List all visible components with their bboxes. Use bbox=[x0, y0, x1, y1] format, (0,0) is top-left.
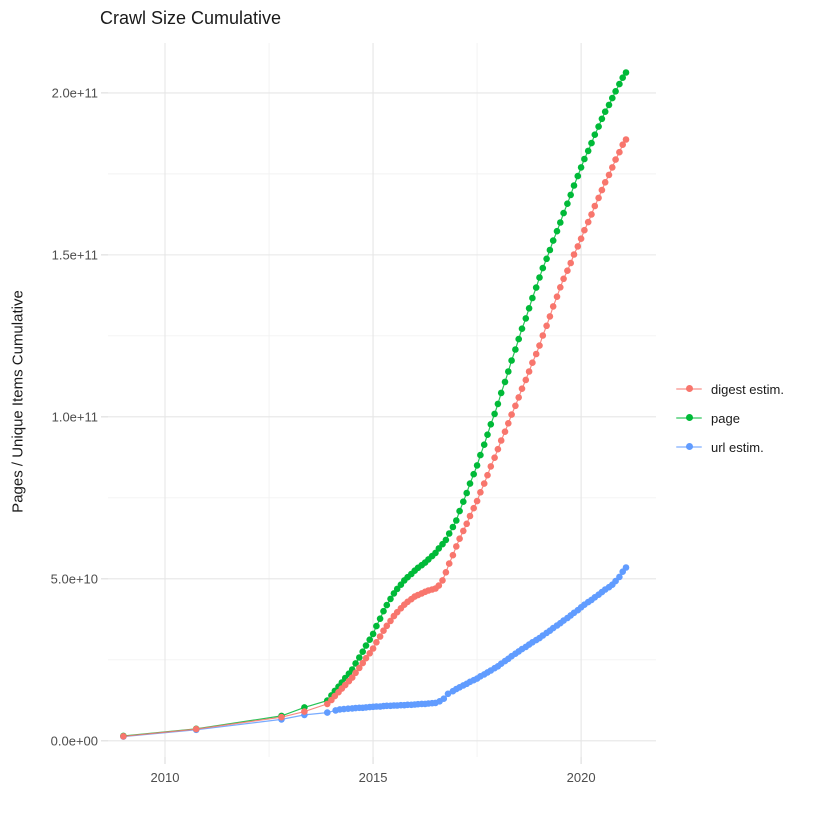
legend-label: digest estim. bbox=[711, 381, 784, 397]
legend-label: url estim. bbox=[711, 439, 764, 455]
x-tick-label: 2015 bbox=[358, 770, 388, 785]
legend-label: page bbox=[711, 410, 740, 426]
y-tick-label: 0.0e+00 bbox=[50, 733, 98, 749]
series-points-url-estim- bbox=[120, 564, 630, 740]
x-tick-label: 2020 bbox=[566, 770, 596, 785]
y-tick-label: 2.0e+11 bbox=[51, 85, 98, 101]
page-title: Crawl Size Cumulative bbox=[100, 8, 282, 28]
legend-item-page: page bbox=[676, 409, 784, 427]
legend-key-line-dot bbox=[676, 380, 702, 398]
legend-item-digest: digest estim. bbox=[676, 380, 784, 398]
legend-key-line-dot bbox=[676, 409, 702, 427]
y-axis-title: Pages / Unique Items Cumulative bbox=[9, 290, 27, 513]
legend-key-line-dot bbox=[676, 438, 702, 456]
legend: digest estim. page url estim. bbox=[676, 380, 784, 456]
series-line bbox=[123, 567, 627, 738]
y-tick-label: 1.0e+11 bbox=[51, 409, 98, 425]
y-tick-label: 5.0e+10 bbox=[50, 571, 98, 587]
y-tick-label: 1.5e+11 bbox=[51, 247, 98, 263]
x-tick-label: 2010 bbox=[150, 770, 180, 785]
legend-item-url: url estim. bbox=[676, 438, 784, 456]
series-points-digest-estim- bbox=[120, 136, 630, 740]
series-points-page bbox=[120, 69, 630, 740]
